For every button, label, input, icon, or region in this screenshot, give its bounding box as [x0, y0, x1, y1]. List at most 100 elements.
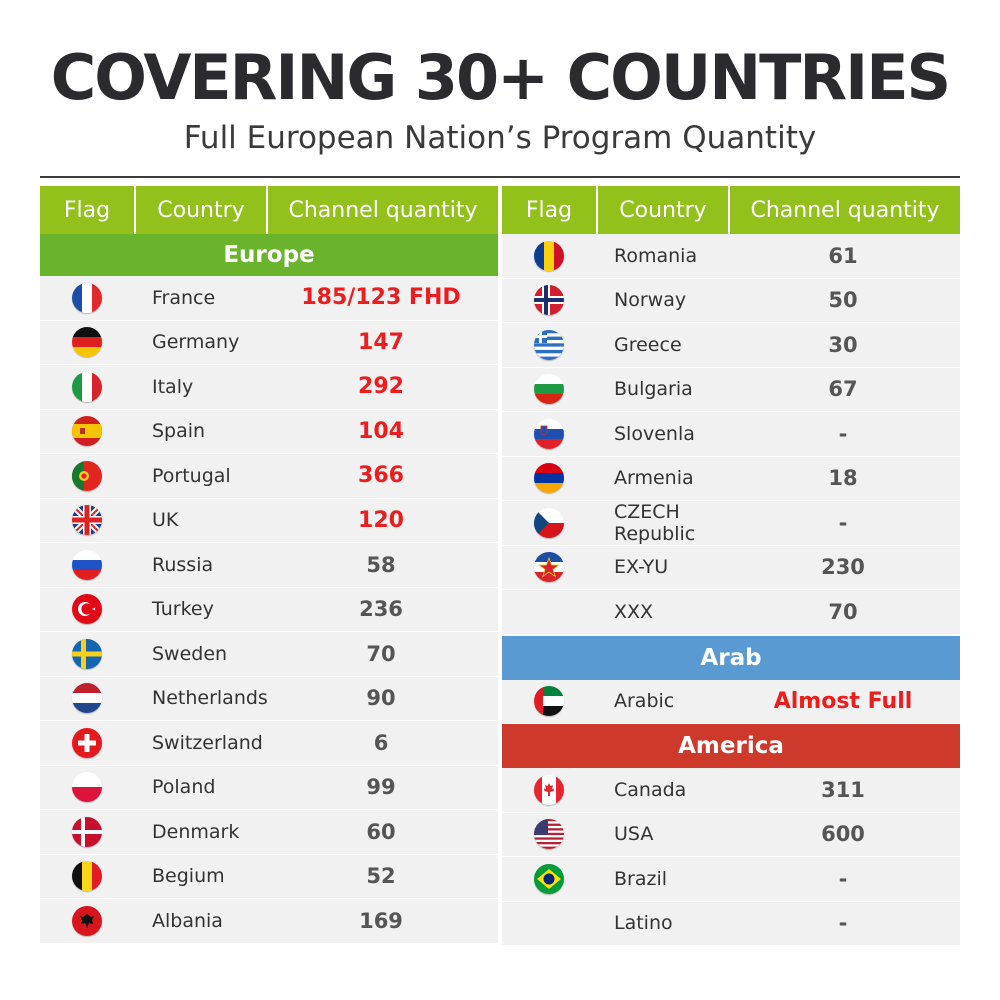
country-name: Latino	[596, 902, 726, 946]
header-country: Country	[598, 186, 730, 234]
table-row: Slovenla -	[502, 412, 960, 457]
table-row: UK 120	[40, 499, 498, 544]
table-header: Flag Country Channel quantity	[40, 186, 498, 234]
table-row: Poland 99	[40, 766, 498, 811]
channel-quantity: 99	[264, 766, 498, 810]
country-name: Canada	[596, 768, 726, 812]
europe-table: Flag Country Channel quantity Europe Fra…	[40, 186, 498, 944]
country-name: Portugal	[134, 454, 264, 498]
channel-quantity: 70	[726, 590, 960, 634]
country-name: Slovenla	[596, 412, 726, 456]
channel-quantity: 30	[726, 323, 960, 367]
usa-flag-icon	[534, 819, 564, 849]
table-row: Denmark 60	[40, 810, 498, 855]
channel-quantity: 58	[264, 543, 498, 587]
switzerland-flag-icon	[72, 728, 102, 758]
country-name: EX-YU	[596, 546, 726, 590]
italy-flag-icon	[72, 372, 102, 402]
table-row: Begium 52	[40, 855, 498, 900]
country-name: CZECH Republic	[596, 501, 726, 545]
table-row: Netherlands 90	[40, 677, 498, 722]
country-name: UK	[134, 499, 264, 543]
country-name: Germany	[134, 321, 264, 365]
table-row: Italy 292	[40, 365, 498, 410]
table-header: Flag Country Channel quantity	[502, 186, 960, 234]
country-name: Turkey	[134, 588, 264, 632]
country-name: Spain	[134, 410, 264, 454]
header-flag: Flag	[40, 186, 136, 234]
norway-flag-icon	[534, 285, 564, 315]
header-quantity: Channel quantity	[268, 186, 498, 234]
channel-quantity: 52	[264, 855, 498, 899]
channel-quantity: 70	[264, 632, 498, 676]
country-name: Greece	[596, 323, 726, 367]
channel-quantity: -	[726, 857, 960, 901]
country-name: Romania	[596, 234, 726, 278]
table-row: Portugal 366	[40, 454, 498, 499]
table-row: EX-YU 230	[502, 546, 960, 591]
channel-quantity: 311	[726, 768, 960, 812]
slovenia-flag-icon	[534, 419, 564, 449]
channel-quantity: 147	[264, 321, 498, 365]
channel-quantity: 61	[726, 234, 960, 278]
table-row: Spain 104	[40, 410, 498, 455]
armenia-flag-icon	[534, 463, 564, 493]
czech-flag-icon	[534, 508, 564, 538]
channel-quantity: 67	[726, 368, 960, 412]
channel-quantity: 600	[726, 813, 960, 857]
country-name: Sweden	[134, 632, 264, 676]
sweden-flag-icon	[72, 639, 102, 669]
turkey-flag-icon	[72, 594, 102, 624]
country-name: Begium	[134, 855, 264, 899]
canada-flag-icon	[534, 775, 564, 805]
country-name: Russia	[134, 543, 264, 587]
country-name: XXX	[596, 590, 726, 634]
romania-flag-icon	[534, 241, 564, 271]
section-europe: Europe	[40, 234, 498, 276]
belgium-flag-icon	[72, 861, 102, 891]
uae-flag-icon	[534, 686, 564, 716]
portugal-flag-icon	[72, 461, 102, 491]
country-name: France	[134, 276, 264, 320]
channel-quantity: 90	[264, 677, 498, 721]
bulgaria-flag-icon	[534, 374, 564, 404]
france-flag-icon	[72, 283, 102, 313]
country-name: Brazil	[596, 857, 726, 901]
table-row: Greece 30	[502, 323, 960, 368]
table-row: France 185/123 FHD	[40, 276, 498, 321]
country-name: Norway	[596, 279, 726, 323]
spain-flag-icon	[72, 416, 102, 446]
channel-quantity: -	[726, 501, 960, 545]
country-name: Bulgaria	[596, 368, 726, 412]
header-country: Country	[136, 186, 268, 234]
channel-quantity: 120	[264, 499, 498, 543]
table-row: Norway 50	[502, 279, 960, 324]
channel-quantity: 18	[726, 457, 960, 501]
table-row: Turkey 236	[40, 588, 498, 633]
russia-flag-icon	[72, 550, 102, 580]
country-name: Armenia	[596, 457, 726, 501]
channel-quantity: 292	[264, 365, 498, 409]
table-row: Sweden 70	[40, 632, 498, 677]
country-name: Poland	[134, 766, 264, 810]
page-title: COVERING 30+ COUNTRIES	[0, 38, 1000, 118]
yugoslavia-flag-icon	[534, 552, 564, 582]
netherlands-flag-icon	[72, 683, 102, 713]
channel-quantity: -	[726, 412, 960, 456]
table-row: Bulgaria 67	[502, 368, 960, 413]
table-row: Albania 169	[40, 899, 498, 944]
channel-quantity: Almost Full	[726, 680, 960, 724]
albania-flag-icon	[72, 906, 102, 936]
country-name: USA	[596, 813, 726, 857]
channel-quantity: 60	[264, 810, 498, 854]
country-name: Denmark	[134, 810, 264, 854]
channel-quantity: 169	[264, 899, 498, 943]
channel-quantity: 230	[726, 546, 960, 590]
greece-flag-icon	[534, 330, 564, 360]
country-name: Switzerland	[134, 721, 264, 765]
brazil-flag-icon	[534, 864, 564, 894]
channel-quantity: 104	[264, 410, 498, 454]
uk-flag-icon	[72, 505, 102, 535]
table-row: Germany 147	[40, 321, 498, 366]
table-row: Canada 311	[502, 768, 960, 813]
